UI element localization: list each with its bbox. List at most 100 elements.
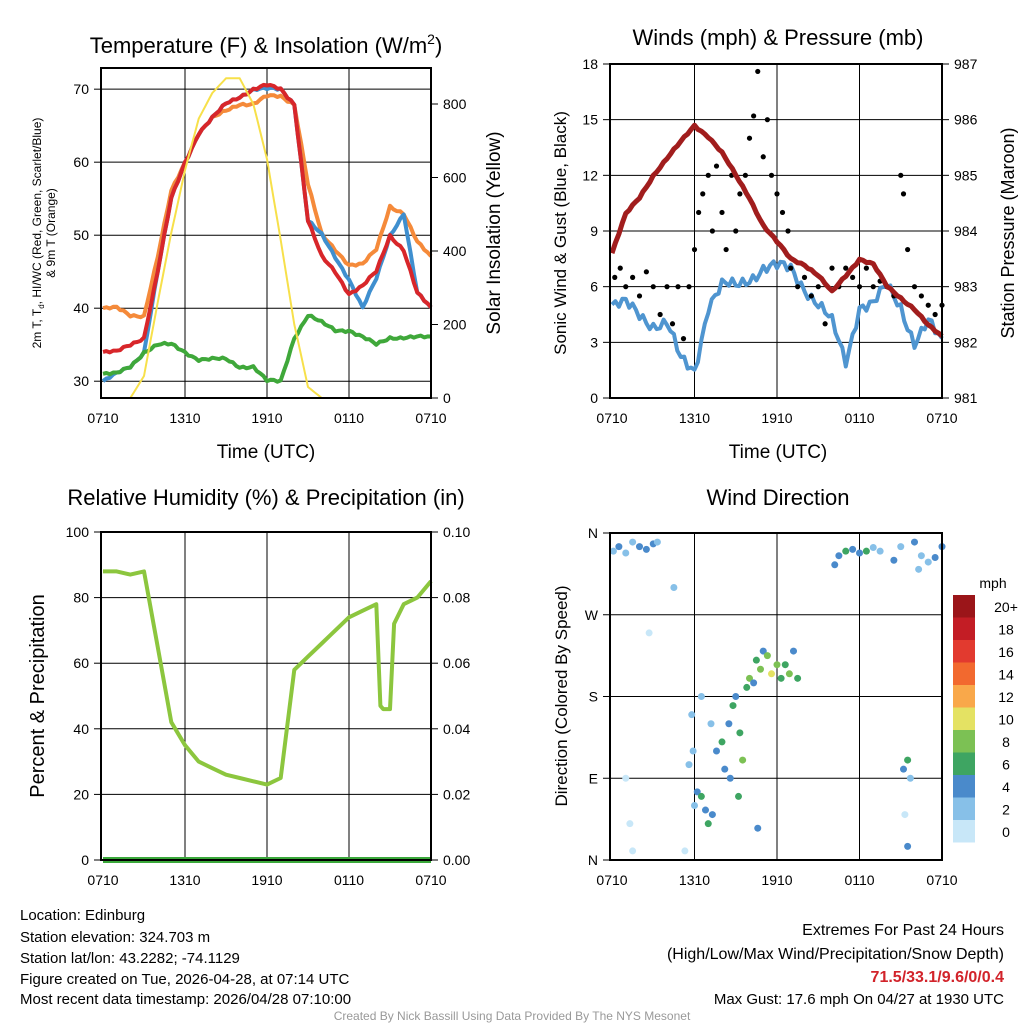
- temp-y-label-2: & 9m T (Orange): [44, 188, 58, 278]
- y-tick-label: 0: [81, 852, 89, 868]
- colorbar-swatch: [953, 685, 975, 708]
- direction-point: [609, 547, 617, 555]
- gust-point: [686, 284, 692, 290]
- y-tick-label: 70: [73, 81, 89, 97]
- direction-point: [693, 788, 701, 796]
- gust-point: [751, 113, 757, 119]
- rh-panel-title: Relative Humidity (%) & Precipitation (i…: [67, 485, 464, 510]
- y-right-tick-label: 982: [954, 334, 978, 350]
- y-tick-label: 50: [73, 227, 89, 243]
- y-right-tick-label: 981: [954, 390, 978, 406]
- y-right-tick-label: 983: [954, 279, 978, 295]
- gust-point: [723, 246, 729, 253]
- gust-point: [737, 191, 743, 197]
- gust-point: [612, 274, 618, 280]
- gust-point: [746, 135, 753, 141]
- y-tick-label: N: [588, 525, 598, 541]
- extremes-info: Extremes For Past 24 Hours (High/Low/Max…: [667, 922, 1004, 1008]
- direction-point: [697, 693, 705, 700]
- direction-point: [904, 842, 912, 850]
- direction-point: [900, 765, 907, 773]
- y-tick-label: 3: [590, 334, 598, 350]
- direction-point: [713, 747, 720, 755]
- x-tick-label: 1310: [679, 410, 710, 426]
- rh-y-label: Percent & Precipitation: [27, 594, 49, 797]
- x-tick-label: 1310: [169, 872, 200, 888]
- direction-point: [773, 661, 781, 669]
- wind-pressure-panel: 0710 1310 1910 0110 0710 0 3 6 9 12 15 18 981 982 983 9…: [582, 56, 977, 426]
- station-info: Location: Edinburg Station elevation: 32…: [20, 907, 351, 1008]
- direction-point: [629, 538, 637, 546]
- x-tick-label: 1910: [251, 872, 282, 888]
- direction-point: [691, 802, 698, 809]
- gust-point: [669, 321, 676, 327]
- gust-point: [795, 284, 801, 290]
- direction-point: [754, 824, 762, 832]
- gust-point: [918, 293, 924, 299]
- direction-point: [688, 711, 696, 719]
- series-station-pressure: [609, 122, 944, 339]
- direction-point: [759, 647, 767, 655]
- y-right-tick-label: 0.04: [443, 721, 470, 737]
- gust-point: [774, 191, 780, 197]
- direction-point: [702, 806, 709, 814]
- direction-point: [777, 674, 785, 682]
- created-text: Figure created on Tue, 2026-04-28, at 07…: [20, 971, 350, 988]
- recent-data-text: Most recent data timestamp: 2026/04/28 0…: [20, 991, 351, 1008]
- plot-border: [100, 67, 432, 399]
- gust-point: [768, 172, 775, 178]
- gust-point: [709, 228, 715, 234]
- direction-point: [681, 847, 689, 855]
- gust-point: [925, 302, 931, 308]
- direction-point: [856, 549, 863, 557]
- gust-point: [680, 336, 687, 342]
- x-tick-label: 0110: [844, 872, 874, 888]
- colorbar-swatch: [953, 640, 975, 663]
- x-tick-label: 0710: [596, 872, 627, 888]
- gust-point: [696, 209, 702, 216]
- gust-point: [713, 163, 720, 169]
- colorbar-label: 6: [1002, 757, 1010, 773]
- x-tick-label: 0110: [844, 410, 874, 426]
- direction-point: [726, 774, 734, 782]
- wdir-panel-title: Wind Direction: [706, 485, 849, 510]
- colorbar-swatch: [953, 617, 975, 640]
- gust-point: [785, 228, 791, 234]
- direction-point: [901, 811, 909, 819]
- direction-point: [876, 547, 884, 555]
- direction-point: [685, 761, 693, 769]
- x-tick-label: 1910: [251, 410, 282, 426]
- direction-point: [708, 811, 716, 819]
- direction-point: [906, 774, 914, 782]
- gust-point: [755, 68, 761, 75]
- x-tick-label: 0710: [926, 410, 957, 426]
- direction-point: [746, 674, 753, 682]
- direction-point: [736, 729, 744, 737]
- direction-point: [689, 747, 697, 755]
- direction-point: [622, 774, 630, 782]
- gust-point: [856, 284, 863, 290]
- wind-y-label: Sonic Wind & Gust (Blue, Black): [551, 111, 570, 355]
- direction-point: [629, 847, 637, 855]
- y-tick-label: 9: [590, 223, 598, 239]
- direction-point: [739, 756, 747, 764]
- direction-point: [790, 647, 797, 655]
- gust-point: [815, 284, 821, 290]
- extremes-values: 71.5/33.1/9.6/0/0.4: [871, 969, 1005, 986]
- gust-point: [829, 265, 835, 271]
- direction-point: [862, 547, 870, 555]
- colorbar-label: 18: [998, 622, 1014, 638]
- gust-point: [643, 269, 649, 275]
- temp-y-label: 2m T, Td, HI/WC (Red, Green, Scarlet/Blu…: [30, 118, 46, 349]
- series-relative-humidity: [103, 569, 433, 787]
- direction-point: [768, 670, 775, 678]
- y-tick-label: W: [585, 607, 599, 623]
- y-right-tick-label: 200: [443, 317, 467, 333]
- y-tick-label: 40: [73, 721, 89, 737]
- x-tick-label: 1310: [169, 410, 200, 426]
- x-tick-label: 0710: [87, 872, 118, 888]
- colorbar-title: mph: [979, 575, 1006, 591]
- gust-point: [760, 154, 766, 160]
- series-td: [102, 313, 432, 384]
- gust-point: [719, 209, 725, 216]
